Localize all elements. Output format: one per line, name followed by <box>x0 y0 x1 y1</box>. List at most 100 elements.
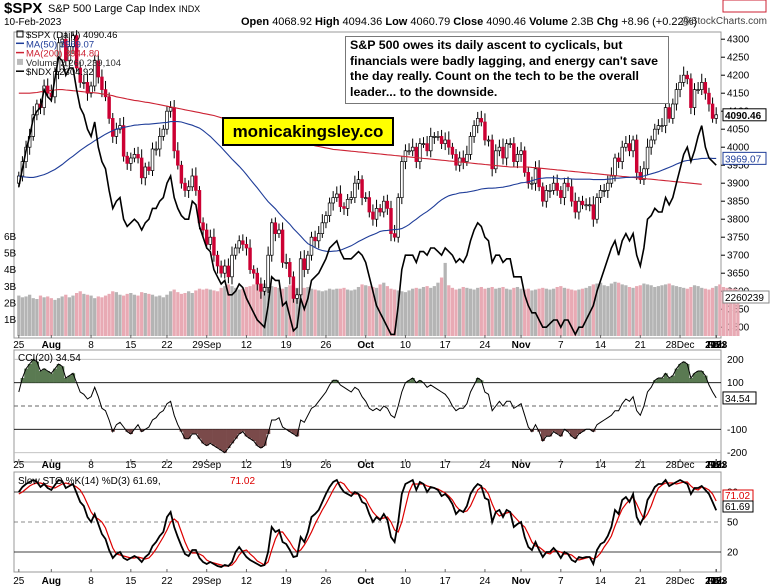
volume-bar <box>432 286 436 336</box>
close-value: 4090.46 <box>486 16 527 28</box>
candle-body <box>512 143 516 162</box>
volume-bar <box>187 291 191 336</box>
volume-bar <box>371 286 375 336</box>
x-tick-label: 19 <box>711 340 723 351</box>
x-tick-label-sto: Nov <box>512 576 531 587</box>
x-tick-label: 15 <box>125 340 137 351</box>
candle-body <box>400 161 404 198</box>
volume-bar <box>541 287 545 336</box>
cci-fill-negative <box>255 429 260 446</box>
cci-fill-negative <box>551 429 556 432</box>
candle-body <box>244 244 249 249</box>
volume-bar <box>378 284 382 336</box>
candle-body <box>475 118 480 126</box>
x-tick-label-cci: 12 <box>241 460 253 471</box>
candle-body <box>681 74 686 83</box>
candle-body <box>367 197 372 213</box>
volume-bar <box>89 295 93 336</box>
volume-bar <box>129 293 133 336</box>
volume-bar <box>262 283 267 336</box>
y-tick-label: 3700 <box>727 251 750 262</box>
volume-bar <box>458 288 462 336</box>
candle-body <box>378 208 382 213</box>
volume-bar <box>78 291 82 336</box>
candle-body <box>327 202 332 216</box>
candle-body <box>298 258 303 296</box>
x-tick-label-sto: 12 <box>241 576 253 587</box>
sto-k-value-tag: 61.69 <box>725 502 750 513</box>
cci-fill-positive <box>24 368 29 383</box>
volume-bar <box>42 297 46 336</box>
candle-body <box>584 204 588 207</box>
volume-bar <box>176 292 180 336</box>
cci-fill-positive <box>410 378 415 383</box>
y-tick-label: 4050 <box>727 125 750 136</box>
cci-fill-negative <box>222 429 227 453</box>
x-tick-label-cci: 29Sep <box>192 460 221 471</box>
candle-body <box>363 197 368 199</box>
candle-body <box>92 60 97 87</box>
y-tick-label: 3650 <box>727 269 750 280</box>
candle-body <box>338 193 343 207</box>
candle-body <box>689 78 693 108</box>
candle-body <box>273 222 278 234</box>
x-tick-label: 19 <box>281 340 293 351</box>
ticker-name: S&P 500 Large Cap Index <box>48 3 176 15</box>
volume-bar <box>537 288 541 336</box>
x-tick-label-cci: 27 <box>711 460 723 471</box>
x-tick-label-cci: 12 <box>711 460 723 471</box>
volume-value-tag: 2260239 <box>725 293 764 304</box>
x-tick-label-sto: Feb <box>707 576 725 587</box>
volume-bar <box>411 288 415 336</box>
cci-title: CCI(20) 34.54 <box>18 353 81 364</box>
cci-fill-negative <box>212 429 217 446</box>
y-tick-label: 3800 <box>727 215 750 226</box>
cci-fill-negative <box>215 429 220 448</box>
volume-tick-label: 1B <box>4 315 17 326</box>
chg-label: Chg <box>596 16 619 28</box>
candle-body <box>710 103 715 119</box>
volume-bar <box>299 288 303 336</box>
volume-bar <box>447 285 451 336</box>
volume-bar <box>53 299 57 336</box>
candle-body <box>223 265 227 274</box>
volume-bar <box>562 287 567 336</box>
volume-bar <box>143 293 147 336</box>
candle-body <box>111 118 115 137</box>
volume-bar <box>385 286 389 336</box>
candle-body <box>262 287 267 292</box>
candle-body <box>385 200 390 209</box>
volume-bar <box>252 284 256 336</box>
candle-body <box>573 200 577 213</box>
candle-body <box>436 136 440 138</box>
x-tick-label: 24 <box>479 340 491 351</box>
cci-fill-positive <box>42 368 47 383</box>
volume-bar <box>168 291 173 336</box>
volume-bar <box>465 287 469 336</box>
candle-body <box>530 182 534 185</box>
x-tick-label-sto: Oct <box>357 576 374 587</box>
cci-fill-positive <box>331 380 336 383</box>
volume-bar <box>165 294 169 336</box>
cci-fill-positive <box>703 375 708 383</box>
cci-fill-positive <box>60 366 65 383</box>
cci-tick-label: -200 <box>727 448 747 459</box>
volume-bar <box>721 286 726 336</box>
volume-bar <box>729 288 733 336</box>
volume-bar <box>118 294 122 336</box>
x-tick-label-cci: 10 <box>400 460 412 471</box>
volume-value: 2.3B <box>571 16 594 28</box>
volume-bar <box>566 288 570 336</box>
candle-body <box>85 82 90 94</box>
volume-bar <box>609 283 614 336</box>
x-tick-label: 17 <box>440 340 452 351</box>
volume-bar <box>551 288 556 336</box>
candle-body <box>447 139 451 148</box>
candle-body <box>634 139 639 173</box>
volume-bar <box>93 298 97 336</box>
volume-bar <box>577 289 581 336</box>
cci-fill-negative <box>259 429 264 448</box>
volume-bar <box>194 290 198 336</box>
volume-bar <box>414 287 418 336</box>
